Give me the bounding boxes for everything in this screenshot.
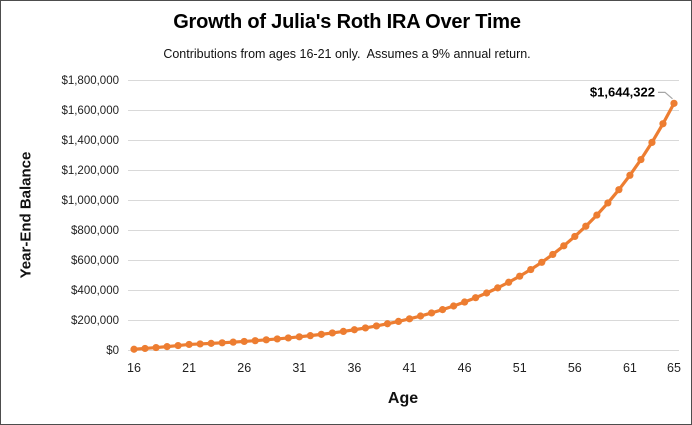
data-point [582, 222, 590, 230]
data-point [637, 155, 645, 164]
data-point [207, 339, 215, 347]
x-tick-label: 46 [458, 361, 472, 375]
data-point [339, 327, 347, 336]
y-tick-label: $200,000 [71, 315, 119, 327]
data-point [449, 302, 458, 310]
data-point [141, 344, 149, 353]
data-point [196, 340, 204, 348]
x-tick-label: 56 [568, 361, 582, 375]
data-point [383, 320, 392, 328]
data-point [549, 250, 557, 259]
leader-line [658, 91, 673, 100]
x-tick-label: 31 [292, 361, 306, 375]
data-point [483, 289, 491, 297]
data-point [317, 330, 325, 338]
x-tick-label: 65 [667, 361, 681, 375]
data-point [185, 340, 193, 349]
x-tick-label: 36 [347, 361, 361, 375]
data-point [626, 171, 634, 179]
data-point [240, 337, 248, 346]
x-tick-label: 41 [403, 361, 417, 375]
x-tick-label: 26 [237, 361, 251, 375]
y-tick-label: $400,000 [71, 285, 119, 297]
x-axis-title: Age [387, 390, 419, 407]
data-point [659, 120, 667, 128]
x-tick-label: 61 [623, 361, 637, 375]
y-tick-label: $800,000 [71, 225, 119, 237]
data-point [163, 343, 171, 351]
data-point [328, 329, 336, 337]
data-point [571, 232, 579, 241]
data-point [273, 335, 281, 343]
data-point [361, 324, 370, 332]
data-point [405, 315, 414, 323]
data-point [218, 339, 226, 347]
data-point [527, 265, 535, 274]
data-point [516, 272, 524, 280]
data-point [295, 333, 303, 341]
y-tick-label: $1,200,000 [61, 165, 119, 177]
data-point [306, 332, 314, 340]
data-point [472, 294, 480, 302]
data-point [648, 138, 656, 147]
data-point [229, 338, 237, 346]
x-tick-label: 16 [127, 361, 141, 375]
data-point [350, 326, 359, 334]
data-point [538, 258, 546, 266]
data-point [593, 211, 601, 219]
data-point [251, 337, 259, 345]
y-tick-label: $600,000 [71, 255, 119, 267]
data-point [262, 336, 270, 344]
x-tick-label: 21 [182, 361, 196, 375]
data-point [174, 341, 182, 350]
data-point [615, 186, 623, 194]
y-tick-label: $1,800,000 [61, 75, 119, 87]
data-point [560, 242, 568, 250]
chart-title: Growth of Julia's Roth IRA Over Time [173, 11, 521, 33]
data-point [461, 298, 469, 306]
y-tick-label: $1,600,000 [61, 105, 119, 117]
data-point [130, 345, 138, 353]
data-point [505, 278, 513, 286]
end-data-label: $1,644,322 [590, 84, 655, 99]
y-tick-label: $1,000,000 [61, 195, 119, 207]
data-point [427, 309, 436, 317]
data-point [416, 312, 425, 320]
data-point [604, 199, 612, 207]
y-tick-label: $1,400,000 [61, 135, 119, 147]
x-tick-label: 51 [513, 361, 527, 375]
data-point [670, 99, 678, 107]
data-point [438, 306, 447, 314]
data-point [152, 343, 160, 352]
data-point [284, 334, 292, 342]
data-point [394, 317, 403, 325]
chart-subtitle: Contributions from ages 16-21 only. Assu… [163, 47, 531, 61]
y-tick-label: $0 [106, 345, 119, 357]
data-point [494, 284, 502, 292]
data-point [372, 322, 381, 330]
